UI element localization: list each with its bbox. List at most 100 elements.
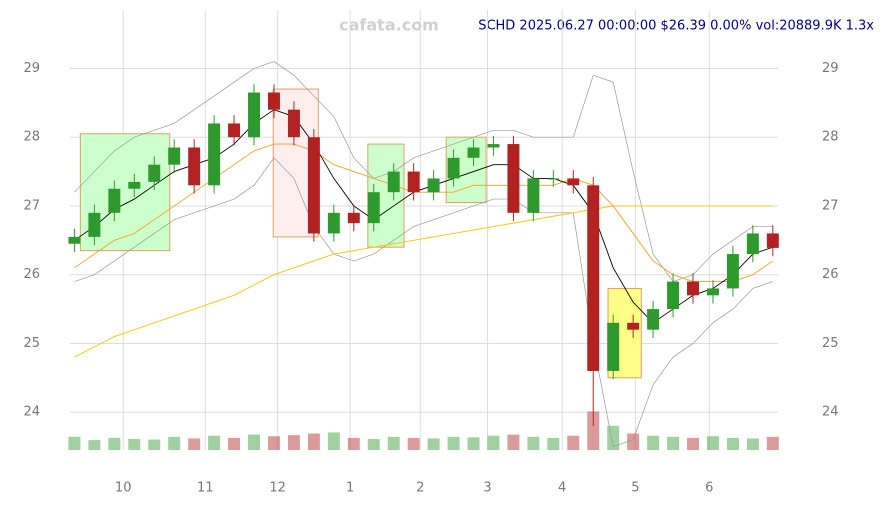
volume-bar bbox=[467, 437, 480, 450]
overlay-line bbox=[74, 61, 773, 282]
candle-body bbox=[228, 123, 241, 138]
candle-body bbox=[647, 309, 660, 330]
volume-bar bbox=[447, 436, 460, 450]
x-tick-label: 3 bbox=[483, 481, 491, 496]
candle-body bbox=[447, 157, 460, 179]
candle-body bbox=[567, 178, 580, 186]
volume-bar bbox=[367, 439, 380, 450]
volume-bar bbox=[68, 436, 81, 450]
y-tick-label: 26 bbox=[23, 267, 40, 282]
volume-bar bbox=[607, 425, 620, 450]
y-tick-label-right: 25 bbox=[822, 336, 839, 351]
candle-body bbox=[307, 137, 320, 234]
y-tick-label-right: 26 bbox=[822, 267, 839, 282]
x-tick-label: 4 bbox=[558, 481, 566, 496]
y-tick-label: 24 bbox=[23, 405, 40, 420]
volume-bar bbox=[128, 439, 141, 450]
volume-bar bbox=[188, 438, 201, 450]
volume-bar bbox=[407, 437, 420, 450]
volume-bar bbox=[108, 437, 121, 450]
candle-body bbox=[287, 109, 300, 138]
candle-body bbox=[88, 212, 101, 237]
candle-body bbox=[327, 212, 340, 234]
candle-body bbox=[188, 147, 201, 186]
candle-body bbox=[527, 178, 540, 213]
volume-bar bbox=[487, 435, 500, 450]
candle-body bbox=[667, 281, 680, 310]
overlay-line bbox=[74, 205, 773, 358]
volume-bar bbox=[307, 433, 320, 450]
y-tick-label: 25 bbox=[23, 336, 40, 351]
chart-title: SCHD 2025.06.27 00:00:00 $26.39 0.00% vo… bbox=[478, 19, 874, 34]
volume-bar bbox=[88, 440, 101, 450]
volume-bar bbox=[148, 439, 161, 450]
x-tick-label: 12 bbox=[269, 481, 286, 496]
volume-bar bbox=[766, 436, 779, 450]
candle-body bbox=[467, 147, 480, 158]
y-tick-label-right: 29 bbox=[822, 61, 839, 76]
x-tick-label: 1 bbox=[346, 481, 354, 496]
candle-body bbox=[487, 144, 500, 148]
candle-body bbox=[687, 281, 699, 296]
volume-bar bbox=[347, 437, 360, 450]
candle-body bbox=[248, 92, 261, 138]
volume-bar bbox=[726, 437, 739, 450]
candle-body bbox=[627, 322, 640, 330]
candle-body bbox=[766, 233, 779, 248]
watermark: cafata.com bbox=[339, 16, 439, 35]
volume-bar bbox=[248, 434, 261, 450]
volume-bar bbox=[746, 438, 759, 450]
overlay-line bbox=[74, 143, 774, 283]
volume-bar bbox=[647, 435, 660, 450]
volume-bar bbox=[687, 437, 699, 450]
volume-bar bbox=[427, 438, 440, 450]
y-tick-label: 28 bbox=[23, 130, 40, 145]
volume-bar bbox=[627, 433, 640, 450]
candle-body bbox=[148, 164, 161, 182]
candle-body bbox=[208, 123, 221, 186]
candle-body bbox=[387, 171, 400, 193]
volume-bar bbox=[168, 436, 181, 450]
candle-body bbox=[128, 181, 141, 189]
x-tick-label: 6 bbox=[705, 481, 713, 496]
volume-bar bbox=[507, 434, 520, 450]
candle-body bbox=[108, 188, 121, 213]
y-tick-label: 29 bbox=[23, 61, 40, 76]
candle-body bbox=[547, 178, 560, 180]
candle-body bbox=[407, 171, 420, 193]
candle-body bbox=[607, 322, 620, 371]
volume-bar bbox=[706, 436, 719, 450]
volume-bar bbox=[667, 436, 680, 450]
y-tick-label-right: 28 bbox=[822, 130, 839, 145]
candle-body bbox=[168, 147, 181, 165]
y-tick-label: 27 bbox=[23, 198, 40, 213]
volume-bar bbox=[267, 436, 280, 450]
candle-body bbox=[746, 233, 759, 255]
y-tick-label-right: 27 bbox=[822, 198, 839, 213]
overlay-line bbox=[74, 157, 773, 448]
volume-bar bbox=[287, 435, 300, 450]
candle-body bbox=[427, 178, 440, 193]
candle-body bbox=[367, 192, 380, 224]
candle-body bbox=[706, 288, 719, 296]
candle-body bbox=[587, 185, 600, 371]
y-tick-label-right: 24 bbox=[822, 405, 839, 420]
candle-body bbox=[507, 144, 520, 213]
x-tick-label: 10 bbox=[115, 481, 132, 496]
volume-bar bbox=[208, 435, 221, 450]
candle-body bbox=[267, 92, 280, 110]
x-tick-label: 11 bbox=[197, 481, 214, 496]
volume-bar bbox=[567, 435, 580, 450]
x-tick-label: 2 bbox=[416, 481, 424, 496]
volume-bar bbox=[587, 411, 600, 450]
x-tick-label: 5 bbox=[631, 481, 639, 496]
volume-bar bbox=[527, 436, 540, 450]
candle-body bbox=[68, 236, 81, 244]
candle-body bbox=[726, 254, 739, 289]
volume-bar bbox=[547, 437, 560, 450]
volume-bar bbox=[387, 436, 400, 450]
candle-body bbox=[347, 212, 360, 224]
volume-bar bbox=[228, 437, 241, 450]
volume-bar bbox=[327, 432, 340, 450]
